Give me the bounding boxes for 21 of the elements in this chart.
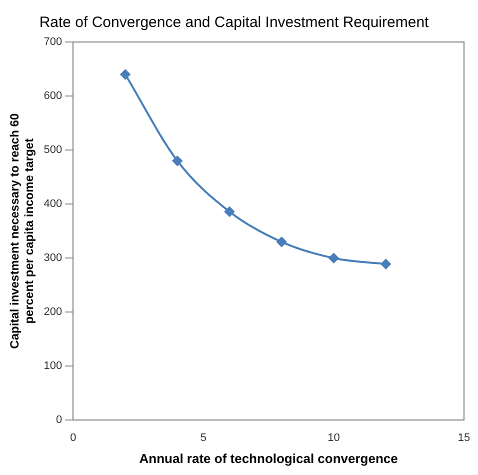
y-tick-label: 0 bbox=[56, 414, 62, 426]
y-tick-label: 400 bbox=[44, 198, 62, 210]
y-tick-label: 200 bbox=[44, 306, 62, 318]
y-tick-label: 300 bbox=[44, 252, 62, 264]
y-axis-title: Capital investment necessary to reach 60 percent per capita income target bbox=[8, 113, 36, 349]
x-tick-label: 0 bbox=[70, 432, 76, 444]
point bbox=[276, 236, 287, 247]
y-tick-label: 500 bbox=[44, 144, 62, 156]
x-axis-title: Annual rate of technological convergence bbox=[139, 450, 398, 466]
x-tick-label: 15 bbox=[458, 432, 470, 444]
point bbox=[328, 253, 339, 264]
point bbox=[224, 206, 234, 217]
x-tick-label: 10 bbox=[328, 432, 340, 444]
y-tick-label: 600 bbox=[44, 90, 62, 102]
y-tick-label: 100 bbox=[44, 360, 62, 372]
y-tick-label: 700 bbox=[44, 36, 62, 48]
chart-title: Rate of Convergence and Capital Investment Requirement bbox=[39, 14, 430, 32]
x-tick-label: 5 bbox=[200, 432, 206, 444]
point bbox=[172, 156, 182, 166]
point bbox=[380, 259, 391, 270]
point bbox=[120, 69, 130, 80]
